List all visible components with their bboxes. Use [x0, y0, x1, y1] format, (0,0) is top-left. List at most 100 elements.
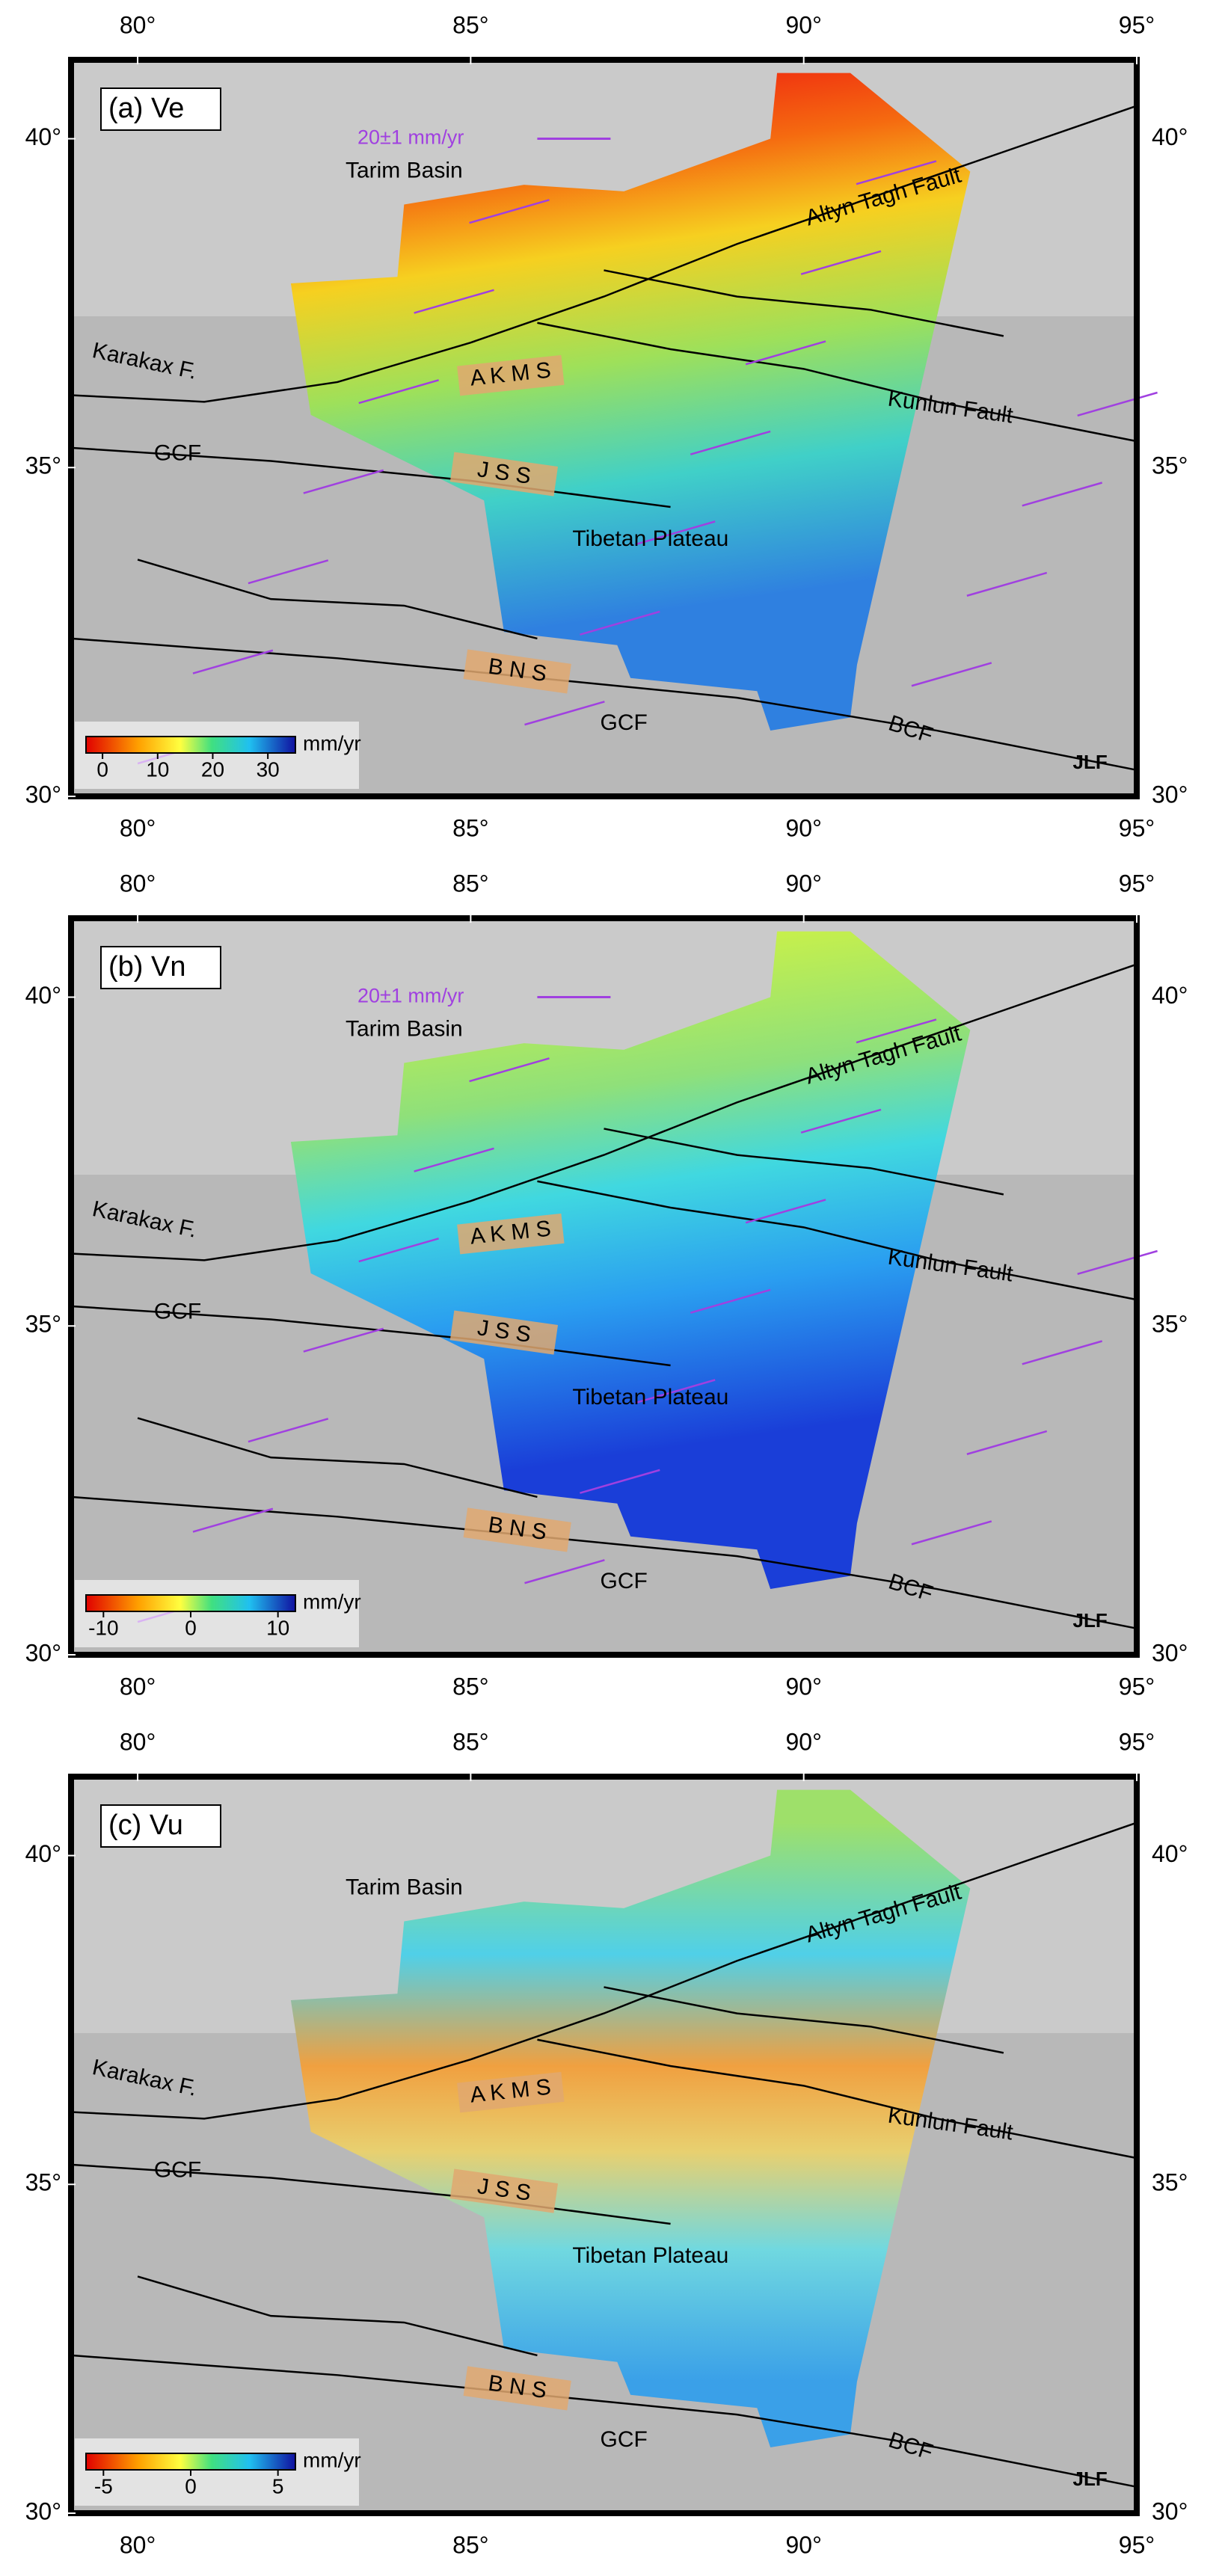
place-label: Tibetan Plateau	[572, 2243, 728, 2268]
place-group: Tibetan Plateau	[572, 526, 728, 551]
fault-trace	[537, 322, 1137, 443]
colorbar-tick-label: -5	[94, 2474, 113, 2497]
fault-trace	[604, 1986, 1004, 2054]
place-group: GCF	[601, 1569, 648, 1593]
lon-label-top: 80°	[120, 870, 156, 897]
lat-label-right: 40°	[1152, 1840, 1188, 1867]
fault-trace	[70, 105, 1137, 403]
map-panel: 80° 80° 85° 85° 90° 90° 95° 95° 30° 30° 35° 35° 40° 4…	[25, 870, 1188, 1700]
colorbar-tick-label: -10	[88, 1616, 118, 1639]
lon-label-top: 95°	[1119, 1728, 1155, 1755]
place-label: Tibetan Plateau	[572, 526, 728, 551]
lon-label-bottom: 95°	[1119, 1673, 1155, 1700]
lat-label-left: 30°	[25, 781, 61, 808]
gps-vector	[248, 559, 329, 585]
fault-trace	[70, 1305, 671, 1367]
place-group: GCF	[154, 1300, 201, 1324]
panel-label-box	[100, 946, 221, 989]
place-label: Tarim Basin	[346, 158, 463, 182]
colorbar	[85, 2453, 296, 2471]
place-label: Tarim Basin	[346, 1875, 463, 1899]
colorbar-bg	[75, 722, 359, 789]
lon-label-top: 90°	[785, 11, 821, 38]
gps-vector	[248, 1418, 329, 1443]
fault-trace	[70, 2354, 1137, 2489]
colorbar-tick-label: 0	[185, 1616, 197, 1639]
zone-label-box	[463, 1507, 571, 1552]
lon-label-bottom: 90°	[785, 2531, 821, 2558]
velocity-field	[290, 1789, 971, 2448]
lat-label-right: 35°	[1152, 452, 1188, 479]
zone-label-box	[457, 354, 565, 396]
gps-vector	[690, 1288, 771, 1314]
panel-label-box	[100, 1804, 221, 1848]
lon-label-bottom: 80°	[120, 1673, 156, 1700]
place-group: JLF	[1073, 751, 1108, 773]
place-group: Tarim Basin	[346, 158, 463, 182]
lon-label-top: 80°	[120, 11, 156, 38]
zone-label-box	[463, 2366, 571, 2411]
gps-vector	[966, 1430, 1048, 1455]
gps-vector	[580, 610, 660, 636]
lat-label-right: 30°	[1152, 1639, 1188, 1666]
gps-vector	[800, 250, 882, 275]
fault-trace	[604, 269, 1004, 337]
gps-vector	[303, 469, 384, 494]
place-label: GCF	[601, 2427, 648, 2452]
place-group: GCF	[601, 710, 648, 735]
gps-vector	[1022, 482, 1103, 507]
place-group: Tarim Basin	[346, 1875, 463, 1899]
colorbar-bg	[75, 2438, 359, 2506]
gps-vector	[690, 430, 771, 455]
lat-label-right: 35°	[1152, 2169, 1188, 2196]
lat-label-left: 30°	[25, 1639, 61, 1666]
lat-label-left: 40°	[25, 982, 61, 1009]
lon-label-top: 80°	[120, 1728, 156, 1755]
place-group: JLF	[1073, 2468, 1108, 2490]
gps-vector	[745, 1199, 826, 1224]
gps-vector	[1077, 391, 1158, 416]
lat-label-left: 35°	[25, 2169, 61, 2196]
colorbar-unit: mm/yr	[303, 2448, 361, 2471]
lon-label-top: 90°	[785, 1728, 821, 1755]
place-label: Tibetan Plateau	[572, 1385, 728, 1410]
place-group: Tibetan Plateau	[572, 1385, 728, 1410]
map-panel: 80° 80° 85° 85° 90° 90° 95° 95° 30° 30° 35° 35° 40° 4…	[25, 1728, 1188, 2558]
panel-label-box	[100, 87, 221, 131]
gps-vector	[358, 1238, 439, 1263]
zone-label-box	[457, 1213, 565, 1255]
fault-trace	[70, 963, 1137, 1261]
colorbar-tick-label: 10	[266, 1616, 289, 1639]
colorbar-tick-label: 0	[96, 757, 108, 781]
colorbar	[85, 736, 296, 754]
lon-label-bottom: 95°	[1119, 2531, 1155, 2558]
place-group: J S S	[449, 1310, 559, 1355]
zone-label-box	[449, 1310, 559, 1355]
fault-trace	[70, 2163, 671, 2225]
gps-vector	[469, 1057, 550, 1083]
lon-label-top: 85°	[452, 870, 488, 897]
gps-vector	[966, 571, 1048, 597]
place-label: JLF	[1073, 2468, 1108, 2490]
place-label: GCF	[601, 1569, 648, 1593]
gps-vector	[524, 1559, 605, 1584]
place-label: GCF	[154, 441, 201, 466]
place-label: JLF	[1073, 1609, 1108, 1632]
lon-label-bottom: 80°	[120, 814, 156, 841]
lon-label-top: 85°	[452, 11, 488, 38]
fault-trace	[604, 1128, 1004, 1196]
place-group: Tibetan Plateau	[572, 2243, 728, 2268]
lon-label-top: 95°	[1119, 11, 1155, 38]
lon-label-bottom: 80°	[120, 2531, 156, 2558]
velocity-field	[290, 931, 971, 1590]
gps-vector	[192, 1507, 274, 1533]
place-label: GCF	[154, 2158, 201, 2183]
fault-trace	[137, 559, 538, 640]
gps-vector	[635, 520, 716, 546]
lon-label-top: 85°	[452, 1728, 488, 1755]
lat-label-left: 35°	[25, 452, 61, 479]
gps-vector	[303, 1327, 384, 1353]
lat-label-right: 40°	[1152, 123, 1188, 150]
place-label: Tarim Basin	[346, 1016, 463, 1041]
fault-trace	[537, 1180, 1137, 1301]
